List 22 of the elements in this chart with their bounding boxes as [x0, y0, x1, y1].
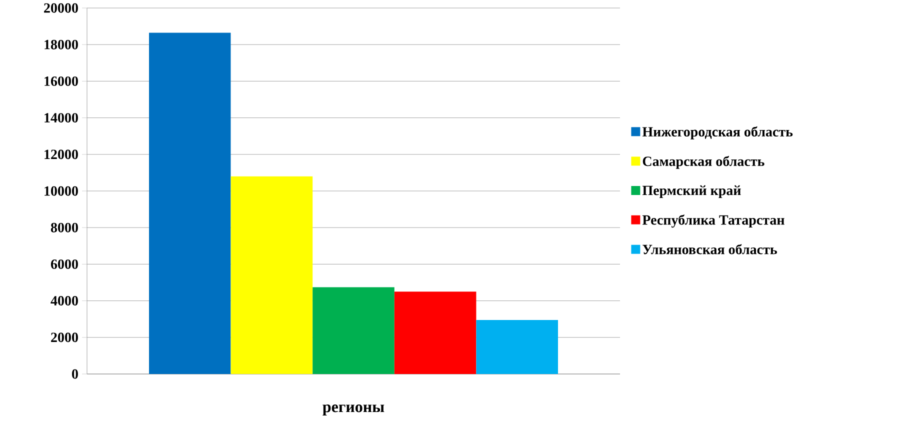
y-tick-label: 6000 — [50, 259, 78, 269]
y-tick-label: 16000 — [44, 76, 78, 86]
x-tick-label: регионы — [322, 404, 384, 416]
y-tick-label: 2000 — [51, 332, 78, 342]
y-tick-label: 4000 — [50, 296, 78, 306]
bar — [149, 32, 231, 374]
y-tick-label: 0 — [72, 369, 78, 379]
bar — [394, 292, 476, 374]
bar — [230, 176, 313, 374]
legend-label: Пермский край — [642, 185, 741, 198]
y-tick-label: 12000 — [44, 150, 78, 160]
y-tick-label: 18000 — [44, 40, 78, 50]
legend-label: Ульяновская область — [642, 244, 777, 254]
y-tick-label: 8000 — [50, 222, 78, 232]
bar — [312, 287, 394, 374]
legend-label: Республика Татарстан — [642, 214, 784, 228]
y-tick-label: 20000 — [44, 3, 78, 13]
legend-label: Нижегородская область — [642, 126, 793, 140]
bar — [476, 320, 558, 374]
legend-label: Самарская область — [642, 156, 764, 169]
y-tick-label: 14000 — [44, 113, 78, 123]
y-tick-label: 10000 — [44, 186, 78, 196]
